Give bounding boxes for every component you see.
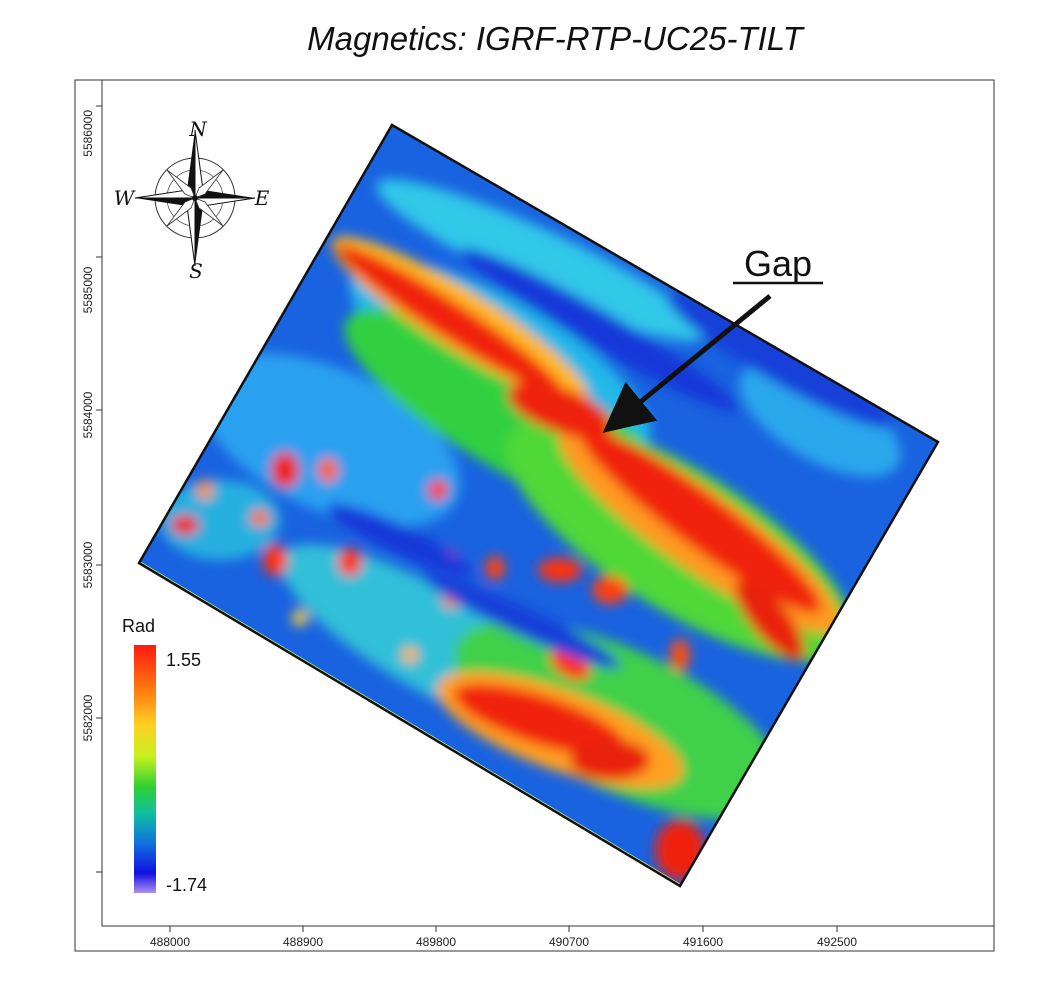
figure-border [74,79,995,952]
legend-colorbar [134,645,156,893]
compass-east-label: E [254,186,270,210]
compass-west-label: W [114,186,136,210]
y-tick-label: 5583000 [81,541,95,588]
gap-arrow [602,294,772,433]
y-tick-label: 5585000 [81,266,95,313]
map-title: Magnetics: IGRF-RTP-UC25-TILT [307,20,803,57]
x-axis: 488000 488900 489800 490700 491600 49250… [150,926,857,949]
y-tick-label: 5586000 [81,110,95,157]
x-tick-label: 488000 [150,935,190,949]
x-tick-label: 492500 [817,935,857,949]
compass-north-label: N [188,117,208,141]
x-tick-label: 489800 [416,935,456,949]
gap-label: Gap [744,243,812,284]
magnetic-grid [137,123,940,888]
color-legend: Rad 1.55 -1.74 [122,616,207,895]
legend-max-label: 1.55 [166,650,201,670]
legend-title: Rad [122,616,155,636]
y-tick-label: 5584000 [81,391,95,438]
compass-south-label: S [189,259,203,283]
x-tick-label: 491600 [683,935,723,949]
x-tick-label: 488900 [283,935,323,949]
compass-rose [134,129,256,267]
y-tick-label: 5582000 [81,694,95,741]
x-tick-label: 490700 [549,935,589,949]
y-axis: 5586000 5585000 5584000 5583000 5582000 [81,105,102,873]
legend-min-label: -1.74 [166,875,207,895]
